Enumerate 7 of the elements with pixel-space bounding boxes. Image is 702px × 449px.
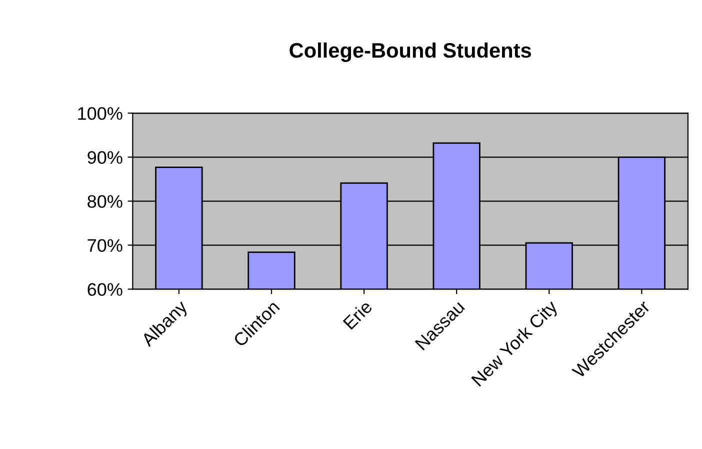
y-tick-label: 80% [88, 195, 122, 208]
y-tick-label: 70% [88, 239, 122, 252]
y-tick-label: 90% [88, 151, 122, 164]
chart-title: College-Bound Students [290, 42, 531, 62]
x-tick-label: Erie [342, 299, 373, 330]
y-tick-label: 60% [88, 283, 122, 296]
y-tick-label: 100% [78, 107, 122, 120]
